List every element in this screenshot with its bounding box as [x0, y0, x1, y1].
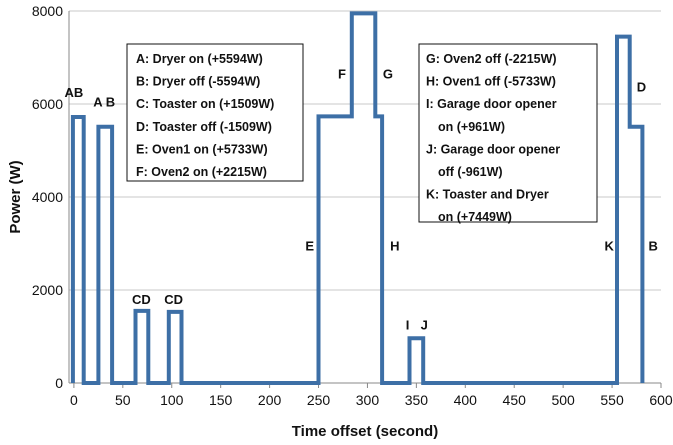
- x-axis-title: Time offset (second): [292, 423, 438, 440]
- x-tick-label: 200: [258, 392, 282, 408]
- event-label: AB: [65, 85, 84, 100]
- legend-entry: J: Garage door opener: [426, 142, 560, 156]
- x-tick-label: 450: [503, 392, 527, 408]
- legend-entry: E: Oven1 on (+5733W): [136, 142, 268, 156]
- x-tick-label: 150: [209, 392, 233, 408]
- legend-frame: [126, 43, 304, 182]
- y-tick-label: 2000: [32, 282, 63, 298]
- x-tick-label: 250: [307, 392, 331, 408]
- y-tick-label: 8000: [32, 3, 63, 19]
- legend-frame: [418, 43, 598, 223]
- x-tick-label: 400: [454, 392, 478, 408]
- y-tick-label: 6000: [32, 96, 63, 112]
- legend-entry: B: Dryer off (-5594W): [136, 75, 260, 89]
- event-label: H: [390, 238, 399, 253]
- x-tick-label: 600: [649, 392, 673, 408]
- event-labels: AB A B CD CD E F G H I J K D B: [65, 66, 658, 332]
- event-label: D: [637, 79, 646, 94]
- x-tick-label: 350: [405, 392, 429, 408]
- x-tick-label: 300: [356, 392, 380, 408]
- x-tick-label: 50: [115, 392, 131, 408]
- series-layer: [70, 11, 645, 385]
- event-label: B: [648, 238, 657, 253]
- y-tick-label: 4000: [32, 189, 63, 205]
- event-label: A B: [93, 94, 115, 109]
- event-label: CD: [132, 292, 151, 307]
- y-tick-label: 0: [55, 375, 63, 391]
- legend-entry: D: Toaster off (-1509W): [136, 120, 272, 134]
- event-label: K: [604, 238, 614, 253]
- x-tick-label: 550: [600, 392, 624, 408]
- legend-entry: H: Oven1 off (-5733W): [426, 75, 556, 89]
- power-series-line: [70, 11, 645, 385]
- event-label: J: [421, 318, 428, 333]
- legend-entry: on (+7449W): [438, 210, 512, 224]
- legend-box-top-left: A: Dryer on (+5594W) B: Dryer off (-5594W…: [126, 43, 304, 182]
- legend-entry: on (+961W): [438, 120, 505, 134]
- event-label: F: [338, 66, 346, 81]
- event-label: I: [406, 318, 410, 333]
- x-tick-label: 100: [160, 392, 184, 408]
- y-axis-title: Power (W): [7, 160, 24, 233]
- legends: A: Dryer on (+5594W) B: Dryer off (-5594W…: [126, 43, 598, 224]
- legend-box-top-right: G: Oven2 off (-2215W) H: Oven1 off (-5733…: [418, 43, 598, 224]
- legend-entry: F: Oven2 on (+2215W): [136, 165, 267, 179]
- legend-entry: C: Toaster on (+1509W): [136, 97, 274, 111]
- x-tick-label: 500: [551, 392, 575, 408]
- event-label: G: [383, 66, 393, 81]
- legend-entry: G: Oven2 off (-2215W): [426, 52, 557, 66]
- x-tick-label: 0: [70, 392, 78, 408]
- legend-entry: off (-961W): [438, 165, 503, 179]
- event-label: CD: [164, 292, 183, 307]
- legend-entry: K: Toaster and Dryer: [426, 188, 549, 202]
- event-label: E: [305, 238, 314, 253]
- legend-entry: A: Dryer on (+5594W): [136, 52, 263, 66]
- legend-entry: I: Garage door opener: [426, 97, 557, 111]
